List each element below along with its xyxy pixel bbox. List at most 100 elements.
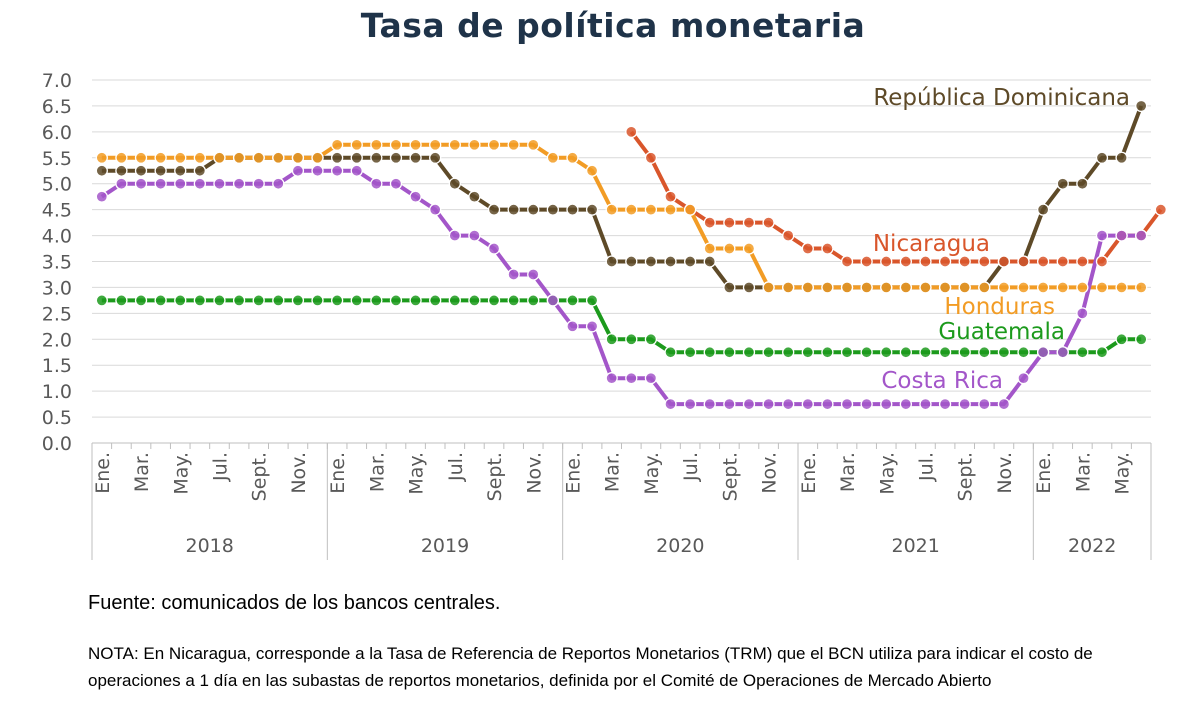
data-point bbox=[997, 397, 1011, 411]
data-point bbox=[1017, 281, 1030, 294]
data-point bbox=[742, 281, 756, 294]
data-point bbox=[958, 346, 971, 359]
data-point bbox=[389, 138, 403, 151]
data-point bbox=[252, 177, 265, 190]
data-point bbox=[1056, 255, 1069, 268]
data-point bbox=[115, 151, 128, 164]
data-point bbox=[232, 294, 246, 307]
series-label: Costa Rica bbox=[881, 368, 1003, 394]
data-point bbox=[1036, 203, 1050, 216]
data-point bbox=[311, 294, 324, 307]
y-tick-label: 1.5 bbox=[42, 355, 72, 377]
data-point bbox=[899, 346, 913, 359]
x-tick-label: Jul. bbox=[915, 452, 937, 482]
data-point bbox=[860, 281, 873, 294]
data-point bbox=[193, 177, 207, 190]
data-point bbox=[448, 294, 461, 307]
data-point bbox=[546, 203, 560, 216]
data-point bbox=[997, 281, 1011, 294]
x-tick-label: Jul. bbox=[445, 452, 467, 482]
data-point bbox=[958, 281, 971, 294]
chart-title: Tasa de política monetaria bbox=[360, 6, 866, 45]
y-tick-label: 1.0 bbox=[42, 381, 72, 403]
data-point bbox=[840, 281, 854, 294]
data-point bbox=[566, 294, 579, 307]
x-tick-label: Nov. bbox=[994, 452, 1016, 494]
data-point bbox=[1076, 177, 1089, 190]
series-label: Honduras bbox=[944, 294, 1055, 320]
y-tick-label: 6.5 bbox=[42, 96, 72, 118]
data-point bbox=[978, 397, 991, 411]
data-point bbox=[605, 203, 618, 216]
data-point bbox=[585, 320, 599, 333]
data-point bbox=[1135, 229, 1148, 242]
data-point bbox=[1115, 333, 1128, 346]
data-point bbox=[507, 294, 520, 307]
data-point bbox=[1095, 151, 1109, 164]
year-label: 2020 bbox=[656, 535, 704, 557]
data-point bbox=[938, 397, 952, 411]
data-point bbox=[723, 281, 736, 294]
data-point bbox=[1017, 372, 1030, 385]
data-point bbox=[507, 268, 520, 281]
data-point bbox=[880, 346, 893, 359]
data-point bbox=[782, 229, 795, 242]
data-point bbox=[448, 138, 461, 151]
data-point bbox=[840, 397, 854, 411]
y-tick-label: 7.0 bbox=[42, 70, 72, 92]
data-point bbox=[134, 164, 148, 177]
data-point bbox=[742, 216, 756, 229]
policy-rate-chart: 0.0 0.5 1.0 1.5 2.0 2.5 3.0 3.5 4.0 4.5 5.0 5.5 6.0 6… bbox=[42, 70, 1167, 560]
data-point bbox=[350, 138, 363, 151]
data-point bbox=[311, 164, 324, 177]
data-point bbox=[978, 281, 991, 294]
year-label: 2021 bbox=[891, 535, 939, 557]
data-point bbox=[860, 397, 873, 411]
data-point bbox=[919, 397, 932, 411]
data-point bbox=[664, 203, 677, 216]
data-point bbox=[605, 255, 618, 268]
data-point bbox=[193, 294, 207, 307]
data-point bbox=[762, 346, 775, 359]
data-point bbox=[193, 151, 207, 164]
data-point bbox=[723, 346, 736, 359]
data-point bbox=[1056, 177, 1069, 190]
data-point bbox=[213, 294, 226, 307]
data-point bbox=[468, 190, 481, 203]
data-point bbox=[782, 281, 795, 294]
data-point bbox=[370, 294, 383, 307]
x-tick-label: Ene. bbox=[327, 452, 349, 494]
data-point bbox=[899, 255, 913, 268]
data-point bbox=[1095, 281, 1109, 294]
data-point bbox=[330, 294, 344, 307]
data-point bbox=[174, 294, 187, 307]
data-point bbox=[213, 151, 226, 164]
data-point bbox=[703, 242, 716, 255]
data-point bbox=[115, 294, 128, 307]
data-point bbox=[566, 320, 579, 333]
data-point bbox=[154, 177, 167, 190]
data-point bbox=[507, 138, 520, 151]
data-point bbox=[311, 151, 324, 164]
x-tick-label: Nov. bbox=[288, 452, 310, 494]
data-point bbox=[625, 372, 638, 385]
data-point bbox=[919, 281, 932, 294]
data-point bbox=[566, 151, 579, 164]
data-point bbox=[468, 229, 481, 242]
data-point bbox=[703, 346, 716, 359]
year-label: 2022 bbox=[1068, 535, 1116, 557]
data-point bbox=[1036, 255, 1050, 268]
data-point bbox=[527, 138, 540, 151]
data-point bbox=[546, 151, 560, 164]
data-point bbox=[468, 138, 481, 151]
data-point bbox=[1017, 346, 1030, 359]
data-point bbox=[350, 164, 363, 177]
x-tick-label: Ene. bbox=[562, 452, 584, 494]
data-point bbox=[860, 346, 873, 359]
data-point bbox=[154, 164, 167, 177]
data-point bbox=[801, 281, 814, 294]
data-point bbox=[154, 151, 167, 164]
data-point bbox=[252, 294, 265, 307]
series-label: República Dominicana bbox=[873, 85, 1130, 111]
data-point bbox=[605, 372, 618, 385]
